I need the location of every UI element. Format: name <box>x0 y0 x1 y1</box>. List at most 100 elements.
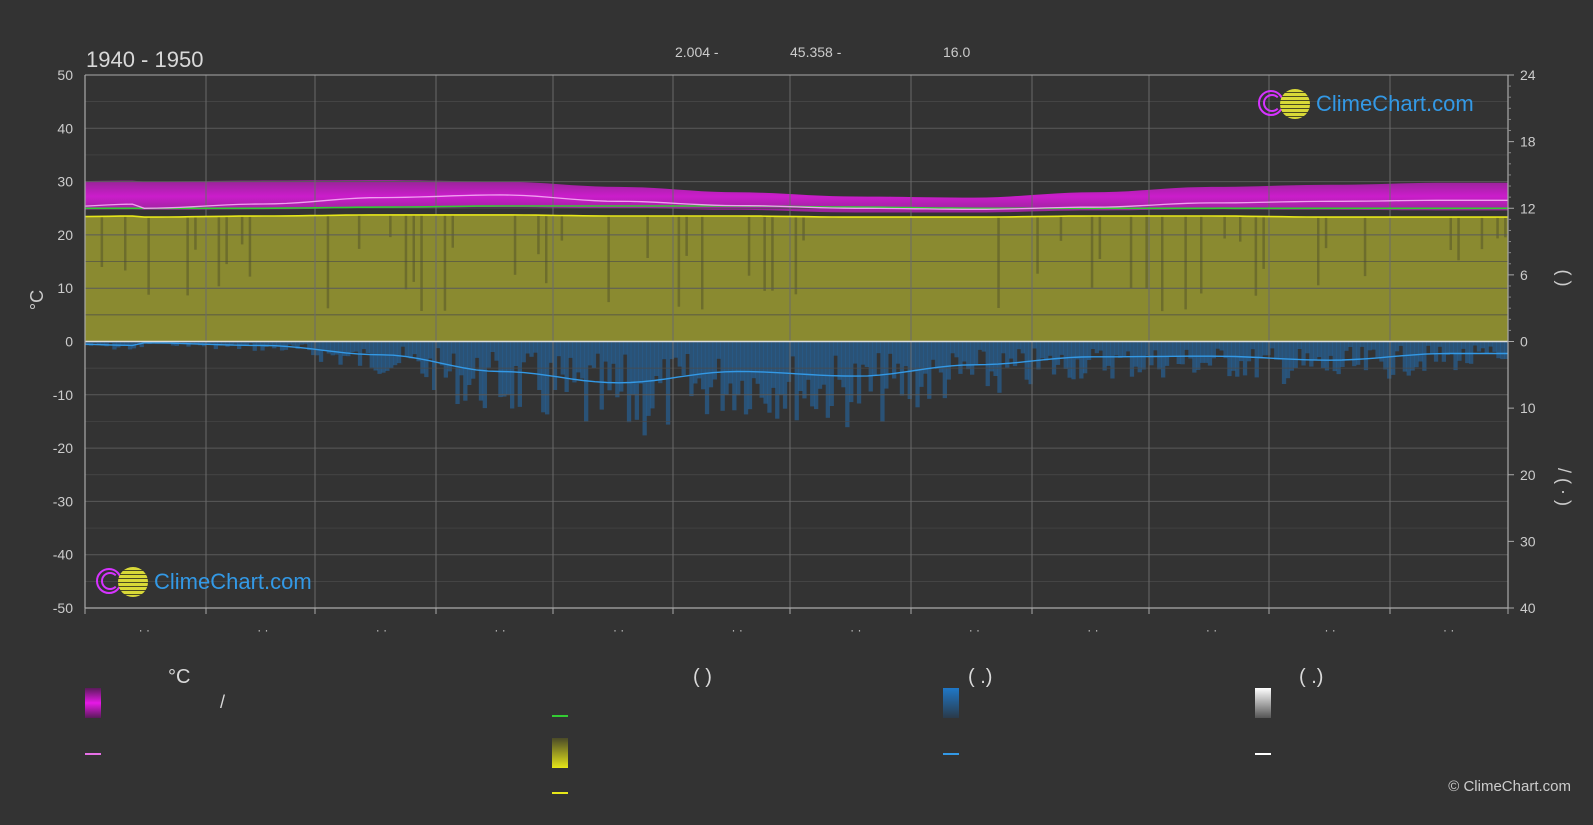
precip-bar <box>1359 341 1365 347</box>
precip-bar <box>252 341 257 351</box>
precip-bar <box>704 341 710 415</box>
precip-bar <box>482 341 487 409</box>
precip-bar <box>120 341 125 346</box>
precip-bar <box>911 341 916 370</box>
month-label: · · <box>257 623 268 637</box>
climechart-logo-icon <box>96 566 152 598</box>
precip-bar <box>658 341 663 384</box>
precip-bar <box>299 341 304 345</box>
precip-bar <box>1153 341 1158 351</box>
sunshine-dip <box>701 216 704 310</box>
sunshine-line <box>84 214 1508 218</box>
precip-bar <box>459 341 464 376</box>
logo-bottom: ClimeChart.com <box>96 566 312 598</box>
precip-bar <box>311 341 316 356</box>
precip-bar <box>970 341 975 375</box>
legend-swatch-mean-temp <box>85 753 101 755</box>
copyright: © ClimeChart.com <box>1448 778 1571 795</box>
sunshine-dip <box>802 216 805 241</box>
precip-bar <box>365 341 370 354</box>
precip-bar <box>1215 341 1220 349</box>
precip-bar <box>209 341 215 344</box>
y-tick-label-right: 24 <box>1520 67 1536 83</box>
precip-bar <box>385 341 390 371</box>
precip-bar <box>810 341 815 407</box>
precip-bar <box>856 341 862 404</box>
precip-bar <box>1305 341 1310 354</box>
sunshine-dip <box>404 214 408 290</box>
precip-bar <box>728 341 733 384</box>
precip-bar <box>1449 341 1454 353</box>
series-lines <box>84 194 1508 384</box>
precip-bar <box>326 341 331 354</box>
precip-bar <box>396 341 402 364</box>
precip-bar <box>435 341 441 349</box>
precip-bar <box>1309 341 1314 367</box>
precip-bar <box>334 341 339 355</box>
sunshine-dip <box>1223 216 1226 239</box>
precip-bar <box>291 341 296 346</box>
precip-bar <box>124 341 129 346</box>
precip-bar <box>1024 341 1029 380</box>
precip-bar <box>424 341 429 378</box>
month-label: · · <box>732 623 743 637</box>
precip-bar <box>1270 341 1275 349</box>
precip-bar <box>439 341 445 366</box>
precip-bar <box>272 341 277 349</box>
precip-bar <box>229 341 234 346</box>
sunshine-dip <box>771 216 774 291</box>
sunshine-dip <box>225 216 228 265</box>
precip-bar <box>474 341 480 358</box>
precip-bar <box>1028 341 1033 385</box>
precip-bar <box>1211 341 1216 359</box>
legend-swatch-precip-line <box>943 753 959 755</box>
precip-bar <box>732 341 737 411</box>
precip-bar <box>1356 341 1361 365</box>
precip-bar <box>338 341 343 365</box>
y-axis-right-label: ( ) <box>1554 270 1574 287</box>
sunshine-area <box>85 214 1508 342</box>
precip-bar <box>1125 341 1131 352</box>
precip-bar <box>654 341 659 376</box>
precip-bar <box>576 341 581 373</box>
precip-bar <box>1172 341 1177 357</box>
precip-bar <box>1051 341 1057 375</box>
y-tick-label-right: 0 <box>1520 334 1528 350</box>
precip-bar <box>521 341 526 363</box>
precip-bar <box>1184 341 1189 350</box>
precip-bar <box>1164 341 1170 366</box>
legend-swatch-sunshine <box>552 738 568 768</box>
precip-bar <box>552 341 558 390</box>
precip-bar <box>1320 341 1326 369</box>
logo-text: ClimeChart.com <box>1316 91 1474 116</box>
sunshine-dip <box>412 214 415 282</box>
month-label: · · <box>850 623 861 637</box>
precip-bar <box>599 341 604 410</box>
precip-bar <box>1192 341 1197 373</box>
logo-text: ClimeChart.com <box>154 569 312 594</box>
precip-bar <box>950 341 955 354</box>
y-tick-label-left: -30 <box>53 493 73 509</box>
sunshine-dip <box>420 214 423 311</box>
precip-bar <box>1063 341 1068 369</box>
precip-bar <box>287 341 292 345</box>
precip-bar <box>1071 341 1076 380</box>
climechart-logo-icon <box>1258 88 1314 120</box>
sunshine-dip <box>389 214 392 238</box>
precip-bar <box>1075 341 1080 360</box>
precip-bar <box>568 341 573 358</box>
precip-bar <box>771 341 776 388</box>
precip-bar <box>529 341 534 357</box>
precip-bar <box>794 341 799 421</box>
precip-bar <box>416 341 421 362</box>
precip-bar <box>786 341 792 382</box>
precip-bar <box>1227 341 1232 377</box>
precip-bar <box>1176 341 1181 364</box>
precip-bar <box>1149 341 1154 366</box>
precip-bar <box>693 341 698 384</box>
precip-bar <box>958 341 963 374</box>
precip-bar <box>1161 341 1166 378</box>
precip-bar <box>833 341 838 356</box>
precip-bar <box>946 341 951 380</box>
precip-bar <box>1352 341 1357 367</box>
